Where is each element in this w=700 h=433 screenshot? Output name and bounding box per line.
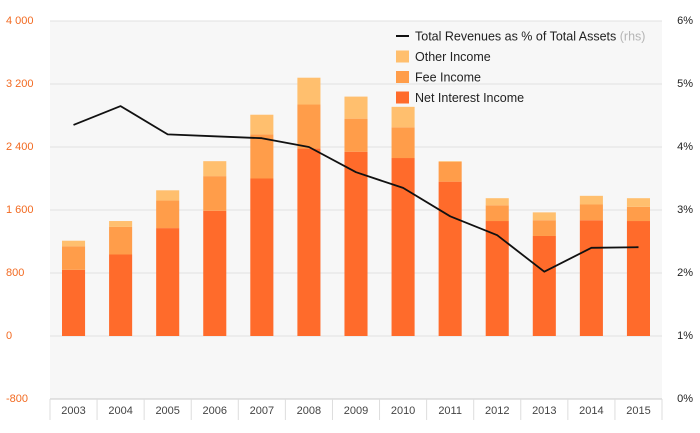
x-tick-label: 2007 — [250, 405, 274, 417]
bar-fee-income-2003 — [62, 246, 86, 270]
y-left-tick-label: 1 600 — [6, 204, 34, 216]
bar-other-income-2004 — [109, 221, 133, 227]
bar-net-interest-income-2013 — [532, 235, 556, 336]
legend: Total Revenues as % of Total Assets (rhs… — [396, 30, 645, 105]
x-tick-label: 2003 — [61, 405, 85, 417]
x-tick-label: 2011 — [438, 405, 462, 417]
legend-suffix: (rhs) — [616, 30, 645, 44]
y-left-tick-label: 0 — [6, 330, 12, 342]
bar-net-interest-income-2006 — [203, 210, 227, 336]
bar-other-income-2014 — [579, 195, 603, 205]
bar-net-interest-income-2003 — [62, 269, 86, 336]
bar-other-income-2010 — [391, 106, 415, 128]
y-right-tick-label: 6% — [677, 15, 693, 27]
x-tick-label: 2006 — [203, 405, 227, 417]
bar-fee-income-2006 — [203, 176, 227, 211]
line-series — [73, 105, 639, 273]
y-left-tick-label: 4 000 — [6, 15, 34, 27]
bar-net-interest-income-2005 — [156, 228, 180, 336]
y-right-tick-label: 1% — [677, 330, 693, 342]
y-left-tick-label: 3 200 — [6, 78, 34, 90]
bar-net-interest-income-2007 — [250, 178, 274, 336]
legend-label: Total Revenues as % of Total Assets (rhs… — [415, 30, 645, 44]
legend-swatch — [396, 50, 409, 63]
x-tick-label: 2012 — [485, 405, 509, 417]
x-tick-label: 2014 — [579, 405, 603, 417]
bar-other-income-2008 — [297, 77, 321, 105]
bar-fee-income-2011 — [438, 161, 462, 182]
legend-swatch — [396, 71, 409, 83]
bar-other-income-2009 — [344, 96, 368, 119]
bar-net-interest-income-2011 — [438, 181, 462, 336]
bar-net-interest-income-2015 — [626, 221, 650, 336]
bar-fee-income-2009 — [344, 118, 368, 152]
bar-net-interest-income-2014 — [579, 220, 603, 336]
x-tick-label: 2009 — [344, 405, 368, 417]
legend-label: Fee Income — [415, 71, 481, 85]
x-tick-label: 2010 — [391, 405, 415, 417]
bar-other-income-2015 — [626, 198, 650, 207]
x-tick-label: 2008 — [297, 405, 321, 417]
bar-other-income-2007 — [250, 114, 274, 135]
y-right-tick-label: 0% — [677, 393, 693, 405]
bar-fee-income-2010 — [391, 127, 415, 159]
bar-fee-income-2014 — [579, 204, 603, 221]
bar-fee-income-2012 — [485, 205, 509, 222]
x-tick-label: 2005 — [155, 405, 179, 417]
x-tick-label: 2015 — [626, 405, 650, 417]
bar-series — [62, 77, 650, 336]
bar-fee-income-2008 — [297, 104, 321, 149]
bar-fee-income-2004 — [109, 226, 133, 255]
bar-other-income-2005 — [156, 190, 180, 201]
bar-net-interest-income-2004 — [109, 254, 133, 336]
y-right-tick-label: 5% — [677, 78, 693, 90]
axes: 2003 2004 2005 2006 2007 2008 2009 2010 2011 2012… — [6, 15, 693, 420]
bar-net-interest-income-2009 — [344, 151, 368, 336]
bar-other-income-2003 — [62, 240, 86, 247]
legend-swatch — [396, 91, 409, 104]
bar-fee-income-2007 — [250, 134, 274, 179]
bar-net-interest-income-2010 — [391, 158, 415, 336]
bar-fee-income-2013 — [532, 220, 556, 236]
bar-other-income-2012 — [485, 198, 509, 206]
bar-net-interest-income-2012 — [485, 221, 509, 336]
legend-label: Other Income — [415, 50, 491, 64]
y-right-tick-label: 3% — [677, 204, 693, 216]
bar-other-income-2013 — [532, 212, 556, 221]
x-tick-label: 2013 — [532, 405, 556, 417]
y-left-tick-label: 2 400 — [6, 141, 34, 153]
y-right-tick-label: 2% — [677, 267, 693, 279]
bar-net-interest-income-2008 — [297, 148, 321, 336]
y-left-tick-label: -800 — [6, 393, 28, 405]
bar-other-income-2011 — [438, 161, 462, 162]
legend-label: Net Interest Income — [415, 91, 524, 105]
y-left-tick-label: 800 — [6, 267, 24, 279]
x-tick-label: 2004 — [108, 405, 132, 417]
bar-fee-income-2015 — [626, 206, 650, 222]
bar-other-income-2006 — [203, 161, 227, 177]
y-right-tick-label: 4% — [677, 141, 693, 153]
bar-fee-income-2005 — [156, 200, 180, 229]
